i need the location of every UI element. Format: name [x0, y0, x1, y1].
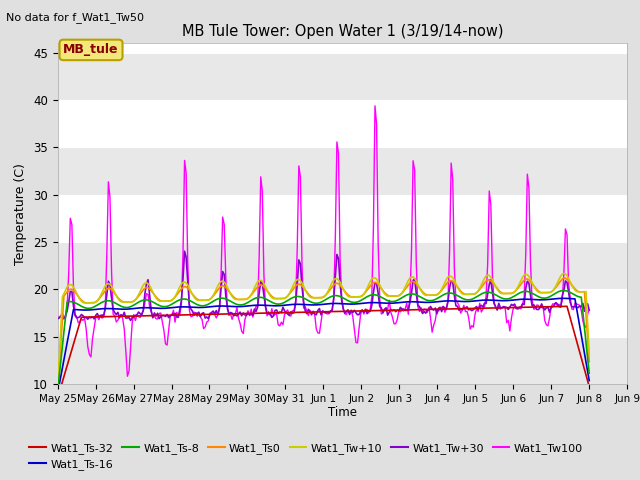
Bar	[58, 336, 627, 384]
Legend: Wat1_Ts-32, Wat1_Ts-16, Wat1_Ts-8, Wat1_Ts0, Wat1_Tw+10, Wat1_Tw+30, Wat1_Tw100: Wat1_Ts-32, Wat1_Ts-16, Wat1_Ts-8, Wat1_…	[25, 438, 588, 474]
Bar	[58, 53, 627, 100]
Text: MB_tule: MB_tule	[63, 43, 119, 57]
X-axis label: Time: Time	[328, 407, 357, 420]
Text: No data for f_Wat1_Tw50: No data for f_Wat1_Tw50	[6, 12, 145, 23]
Bar	[58, 147, 627, 195]
Bar	[58, 242, 627, 289]
Title: MB Tule Tower: Open Water 1 (3/19/14-now): MB Tule Tower: Open Water 1 (3/19/14-now…	[182, 24, 503, 39]
Y-axis label: Temperature (C): Temperature (C)	[15, 163, 28, 264]
